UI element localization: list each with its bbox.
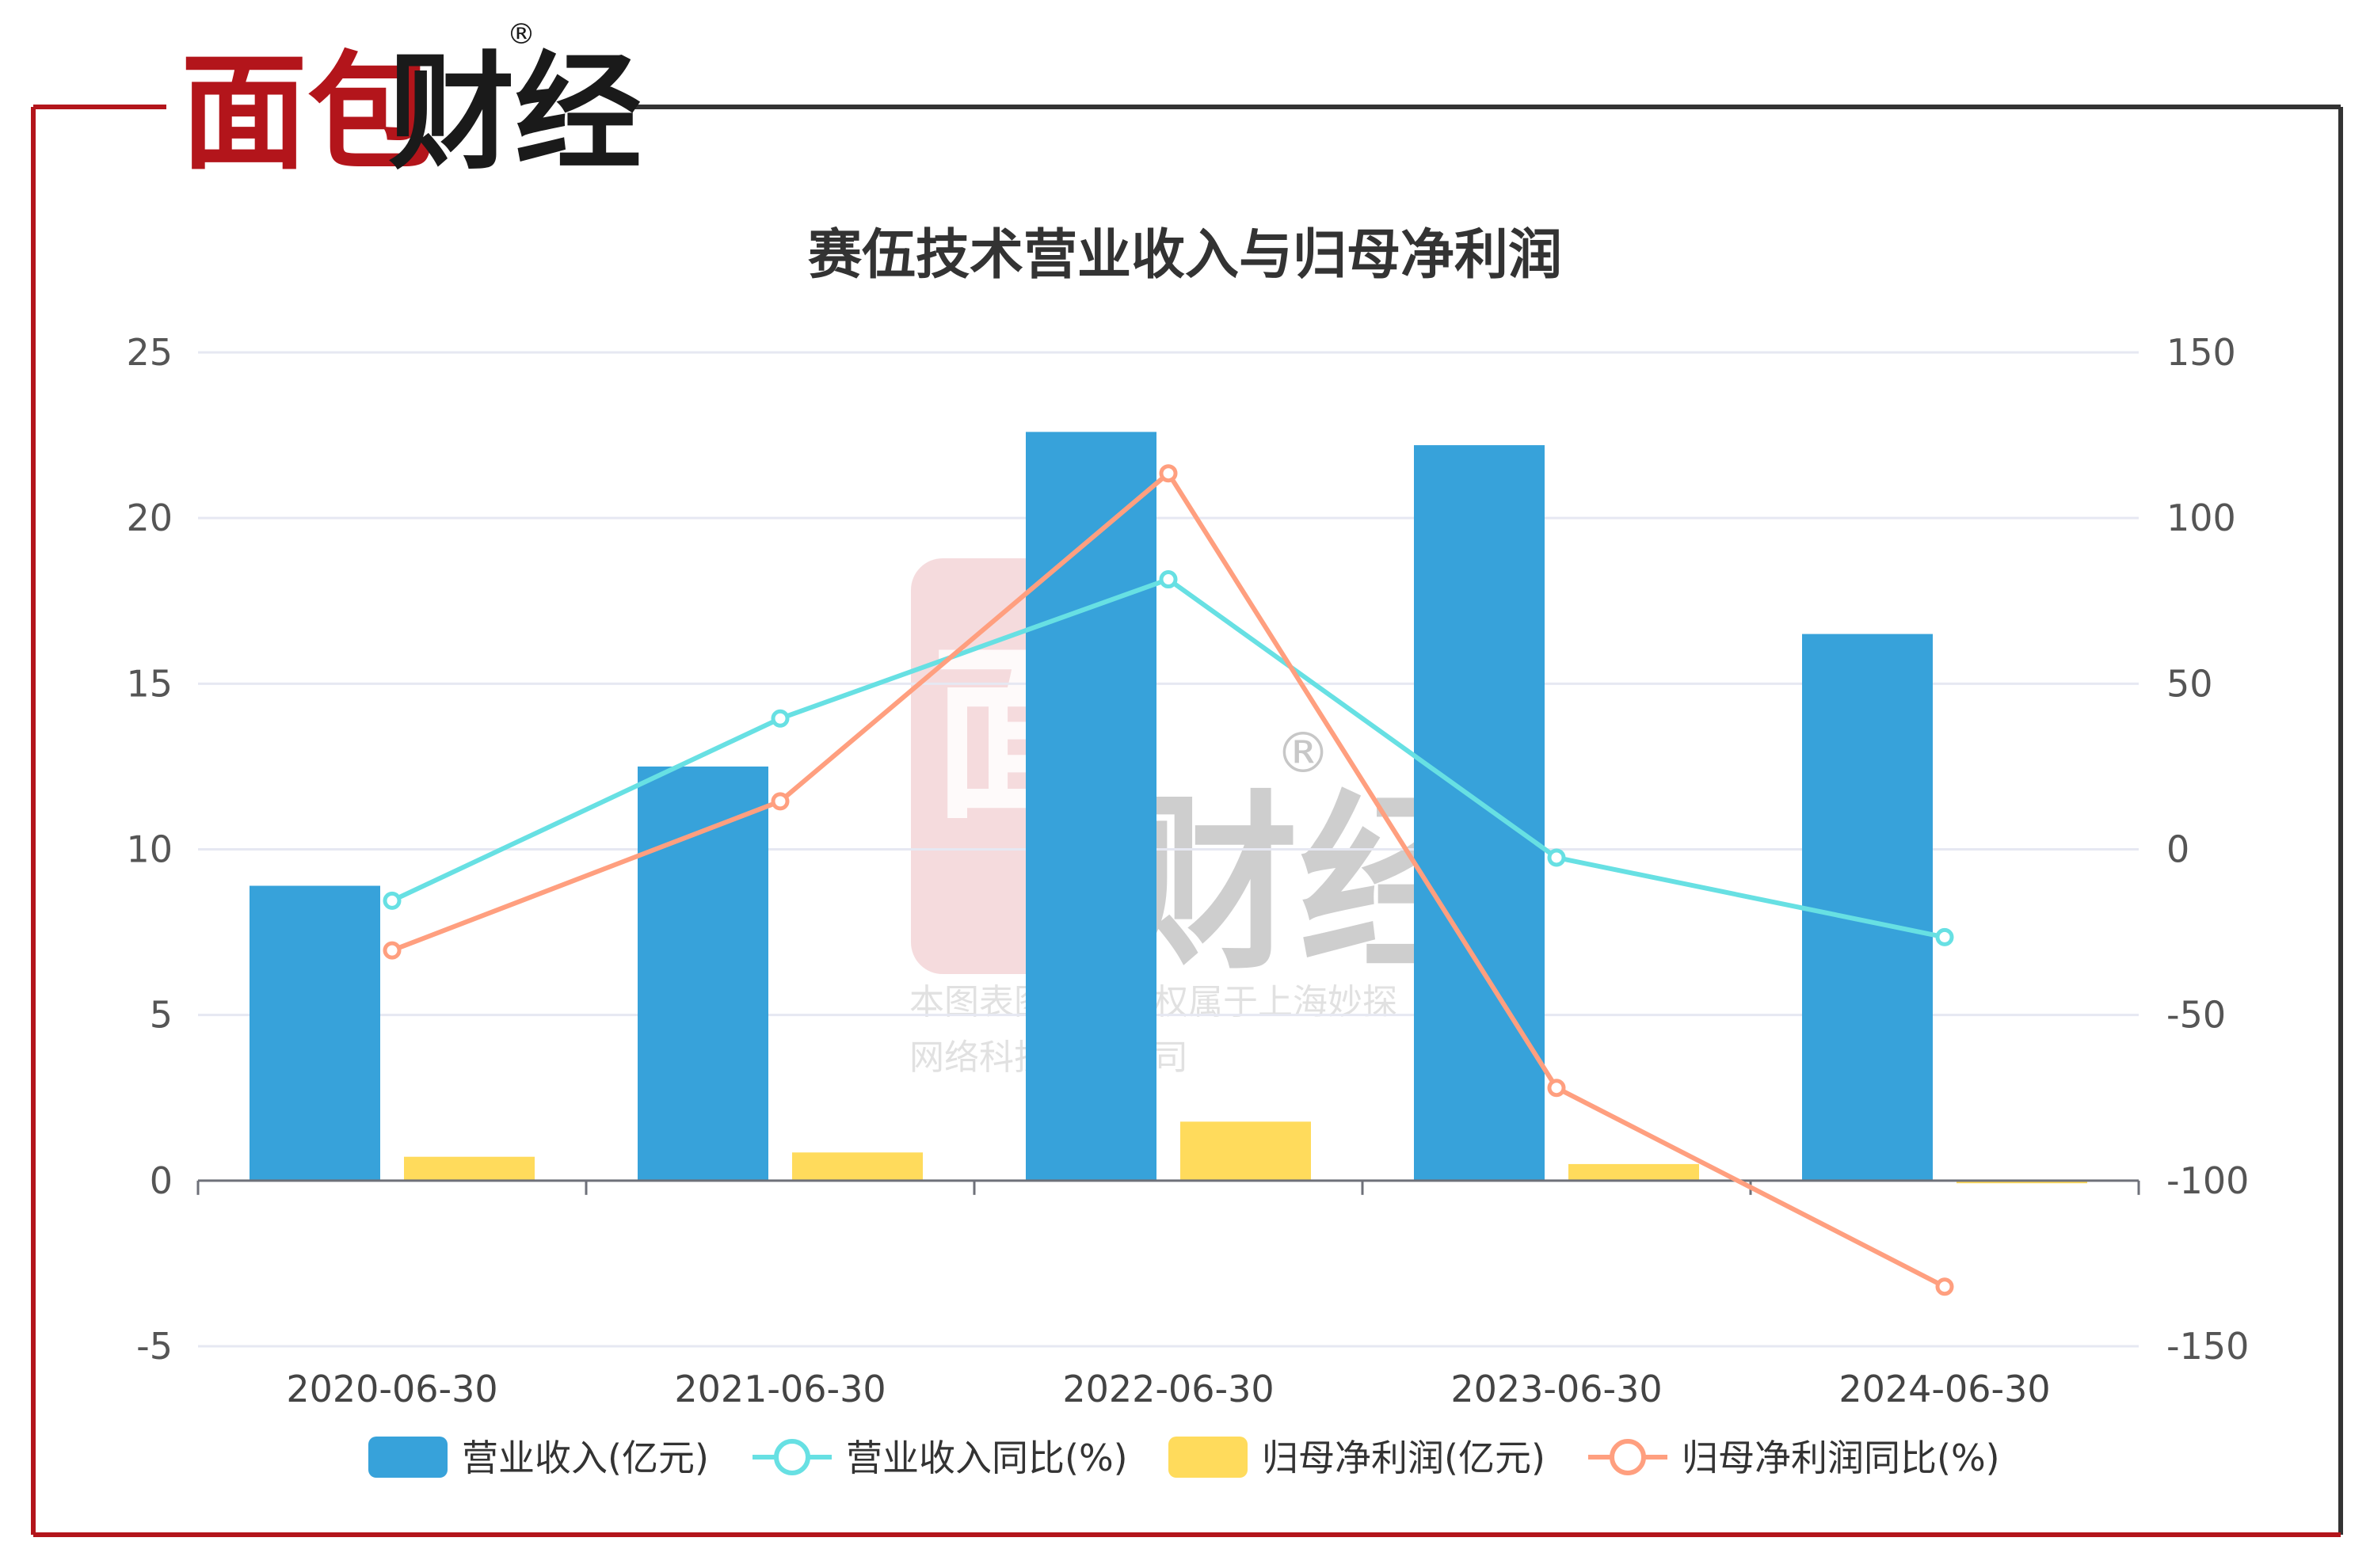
x-tick-label: 2024-06-30 [1838, 1368, 2050, 1410]
legend-label: 营业收入(亿元) [462, 1437, 709, 1479]
legend: 营业收入(亿元) 营业收入同比(%) 归母净利润(亿元) 归母净利润同比(%) [368, 1437, 2000, 1479]
right-tick-label: 0 [2166, 828, 2189, 871]
revenue-bar [1802, 634, 1933, 1181]
profit-yoy-point [1935, 1277, 1954, 1296]
brand-logo: 面包 财经 ® [181, 18, 642, 187]
revenue-bar [1414, 445, 1545, 1181]
right-tick-label: -100 [2166, 1159, 2249, 1202]
profit-bar [1957, 1180, 2087, 1184]
brand-registered-mark: ® [507, 18, 535, 51]
revenue-bar [1026, 432, 1156, 1181]
legend-label: 归母净利润同比(%) [1682, 1437, 2000, 1479]
legend-swatch-marker [774, 1439, 810, 1475]
left-tick-label: 25 [126, 331, 173, 374]
left-axis: 25 20 15 10 5 0 -5 [126, 331, 173, 1368]
legend-swatch [368, 1437, 448, 1478]
left-tick-label: 20 [126, 497, 173, 539]
chart-title: 赛伍技术营业收入与归母净利润 [808, 224, 1562, 287]
lines [383, 464, 1954, 1296]
bars [250, 432, 2087, 1184]
right-tick-label: 50 [2166, 662, 2213, 705]
revenue-yoy-point [1547, 848, 1566, 867]
revenue-yoy-point [771, 709, 790, 728]
left-tick-label: 5 [150, 994, 173, 1037]
legend-swatch-marker [1610, 1439, 1646, 1475]
revenue-yoy-point [1935, 927, 1954, 946]
profit-yoy-point [1547, 1079, 1566, 1098]
x-tick-label: 2023-06-30 [1450, 1368, 1662, 1410]
revenue-yoy-point [1159, 570, 1178, 589]
left-tick-label: 15 [126, 662, 173, 705]
right-tick-label: 100 [2166, 497, 2236, 539]
left-tick-label: 0 [150, 1159, 173, 1202]
brand-logo-black: 财经 [388, 39, 642, 187]
legend-label: 营业收入同比(%) [846, 1437, 1128, 1479]
right-axis: 150 100 50 0 -50 -100 -150 [2166, 331, 2249, 1368]
profit-bar [792, 1152, 923, 1181]
watermark: 面 财经 ® 本图表图片著作权属于上海妙探 网络科技有限公司 [909, 558, 1489, 1078]
left-tick-label: -5 [136, 1325, 173, 1368]
revenue-bar [638, 766, 768, 1181]
x-axis: 2020-06-30 2021-06-30 2022-06-30 2023-06-30… [196, 1179, 2140, 1410]
brand-logo-red: 面包 [181, 39, 434, 187]
left-tick-label: 10 [126, 828, 173, 871]
revenue-yoy-point [383, 891, 402, 910]
legend-label: 归母净利润(亿元) [1262, 1437, 1545, 1479]
x-tick-label: 2020-06-30 [286, 1368, 497, 1410]
profit-bar [1180, 1121, 1311, 1181]
profit-bar [1568, 1163, 1699, 1181]
right-tick-label: -50 [2166, 994, 2226, 1037]
profit-yoy-point [771, 792, 790, 811]
profit-bar [404, 1156, 535, 1181]
legend-swatch [1168, 1437, 1248, 1478]
watermark-registered-mark: ® [1275, 721, 1331, 786]
profit-yoy-point [1159, 464, 1178, 483]
revenue-bar [250, 885, 380, 1181]
x-tick-label: 2022-06-30 [1062, 1368, 1274, 1410]
right-tick-label: 150 [2166, 331, 2236, 374]
frame [31, 105, 2343, 1537]
x-tick-label: 2021-06-30 [674, 1368, 886, 1410]
right-tick-label: -150 [2166, 1325, 2249, 1368]
profit-yoy-point [383, 941, 402, 960]
